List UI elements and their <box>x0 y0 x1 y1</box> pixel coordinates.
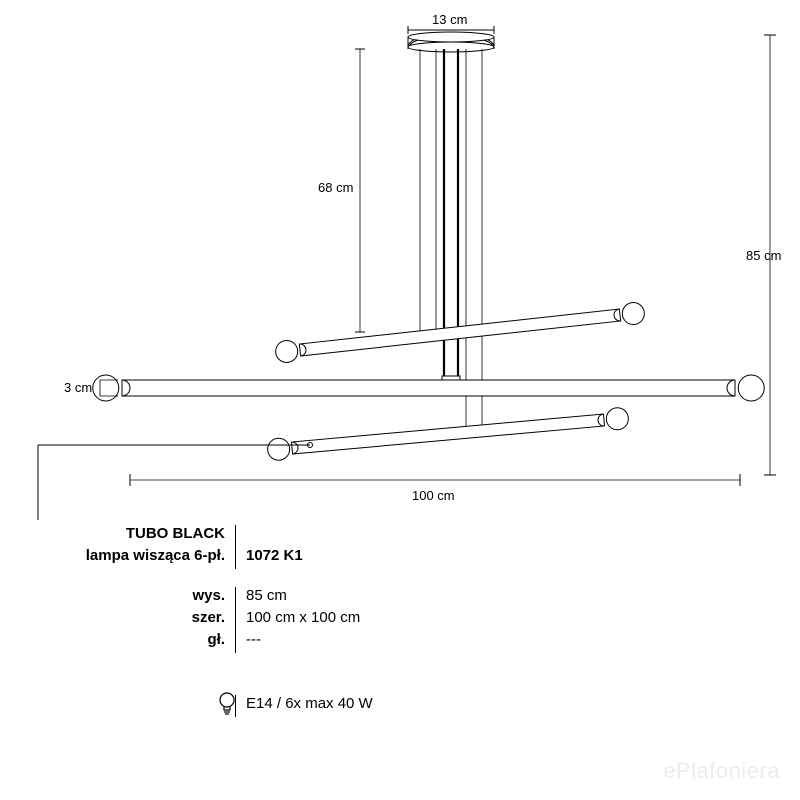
spec-model: 1072 K1 <box>236 547 303 564</box>
dim-cable-height: 68 cm <box>318 180 353 195</box>
spec-label-height: wys. <box>40 587 235 604</box>
spec-label-depth: gł. <box>40 631 235 648</box>
spec-title-1: TUBO BLACK <box>40 525 235 542</box>
dim-total-height: 85 cm <box>746 248 781 263</box>
spec-title-2: lampa wisząca 6-pł. <box>40 547 235 564</box>
spec-bulb: E14 / 6x max 40 W <box>236 695 373 712</box>
bulb-icon <box>218 692 236 718</box>
spec-value-depth: --- <box>236 631 261 648</box>
spec-label-width: szer. <box>40 609 235 626</box>
spec-value-height: 85 cm <box>236 587 287 604</box>
dim-tube-thickness: 3 cm <box>64 380 92 395</box>
dim-width: 100 cm <box>412 488 455 503</box>
spec-value-width: 100 cm x 100 cm <box>236 609 360 626</box>
watermark: ePlafoniera <box>663 758 780 784</box>
spec-table: TUBO BLACK lampa wisząca 6-pł. 1072 K1 w… <box>40 525 373 717</box>
dim-canopy-width: 13 cm <box>432 12 467 27</box>
lamp-diagram <box>0 0 800 520</box>
